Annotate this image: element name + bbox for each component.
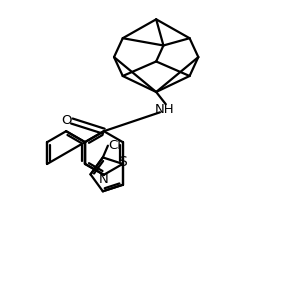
Text: NH: NH bbox=[155, 103, 175, 116]
Text: N: N bbox=[99, 173, 108, 186]
Text: O: O bbox=[61, 114, 72, 127]
Text: Cl: Cl bbox=[108, 139, 121, 152]
Text: S: S bbox=[118, 155, 127, 169]
